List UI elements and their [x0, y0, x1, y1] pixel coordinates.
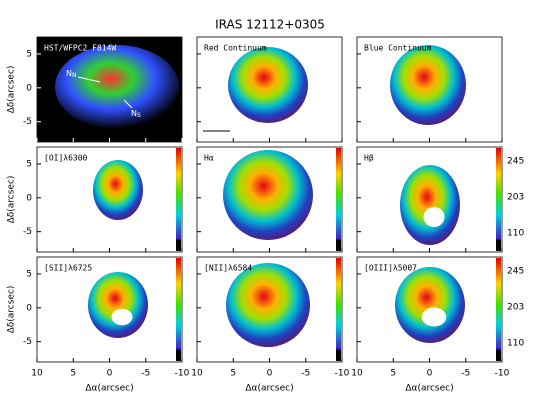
annotation-text: N [131, 109, 137, 118]
y-axis-label: Δδ(arcsec) [7, 66, 17, 114]
x-tick-label: 0 [427, 369, 433, 379]
x-tick-label: 10 [31, 369, 43, 379]
y-axis-label: Δδ(arcsec) [7, 286, 17, 334]
panel-label: Blue Continuum [364, 44, 432, 53]
y-axis-label: Δδ(arcsec) [7, 176, 17, 224]
title: IRAS 12112+0305 [215, 18, 325, 32]
image [400, 165, 460, 245]
colorbar-tick-label: 203 [507, 303, 524, 313]
annotation-sub: N [72, 72, 77, 79]
image [223, 150, 313, 240]
panel-label: HST/WFPC2 F814W [44, 44, 116, 53]
x-tick-label: 0 [107, 369, 113, 379]
colorbar [176, 258, 181, 361]
colorbar [336, 148, 341, 251]
image [390, 45, 466, 125]
image [93, 160, 143, 220]
x-axis-label: Δα(arcsec) [245, 384, 293, 394]
y-tick-label: 5 [26, 159, 32, 169]
image-hole [111, 308, 133, 326]
y-tick-label: -5 [23, 117, 32, 127]
annotation: NS [131, 109, 141, 119]
image [395, 267, 465, 343]
image [226, 263, 310, 347]
x-tick-label: -10 [495, 369, 510, 379]
image-hole [423, 207, 445, 227]
colorbar [176, 148, 181, 251]
y-tick-label: -5 [23, 337, 32, 347]
annotation-text: N [66, 69, 72, 78]
x-tick-label: 5 [230, 369, 236, 379]
y-tick-label: 5 [26, 269, 32, 279]
colorbar-tick-label: 110 [507, 229, 524, 239]
x-axis-label: Δα(arcsec) [405, 384, 453, 394]
y-tick-label: -5 [23, 227, 32, 237]
colorbar-tick-label: 245 [507, 157, 524, 167]
y-tick-label: 5 [26, 49, 32, 59]
x-axis-label: Δα(arcsec) [85, 384, 133, 394]
colorbar [496, 258, 501, 361]
colorbar-tick-label: 110 [507, 339, 524, 349]
colorbar [336, 258, 341, 361]
image [228, 47, 308, 123]
panel-label: Hβ [364, 154, 374, 163]
image [55, 45, 179, 129]
image [88, 272, 148, 338]
x-tick-label: 5 [390, 369, 396, 379]
x-tick-label: -5 [301, 369, 310, 379]
pointer [123, 99, 133, 109]
y-tick-label: 0 [26, 303, 32, 313]
x-tick-label: -5 [141, 369, 150, 379]
image-hole [421, 307, 447, 327]
y-tick-label: 0 [26, 193, 32, 203]
colorbar-tick-label: 245 [507, 267, 524, 277]
panel-label: Hα [204, 154, 214, 163]
panel-label: [SII]λ6725 [44, 264, 92, 273]
colorbar [496, 148, 501, 251]
panel-label: Red Continuum [204, 44, 267, 53]
annotation-sub: S [137, 112, 141, 119]
x-tick-label: 10 [191, 369, 203, 379]
x-tick-label: -10 [175, 369, 190, 379]
y-tick-label: 0 [26, 83, 32, 93]
colorbar-tick-label: 203 [507, 193, 524, 203]
x-tick-label: -10 [335, 369, 350, 379]
x-tick-label: 0 [267, 369, 273, 379]
annotation: NN [66, 69, 76, 79]
x-tick-label: 5 [70, 369, 76, 379]
pointer [77, 76, 101, 83]
panel-label: [OIII]λ5007 [364, 264, 417, 273]
panel-label: [NII]λ6584 [204, 264, 252, 273]
x-tick-label: 10 [351, 369, 363, 379]
panel-label: [OI]λ6300 [44, 154, 88, 163]
x-tick-label: -5 [461, 369, 470, 379]
